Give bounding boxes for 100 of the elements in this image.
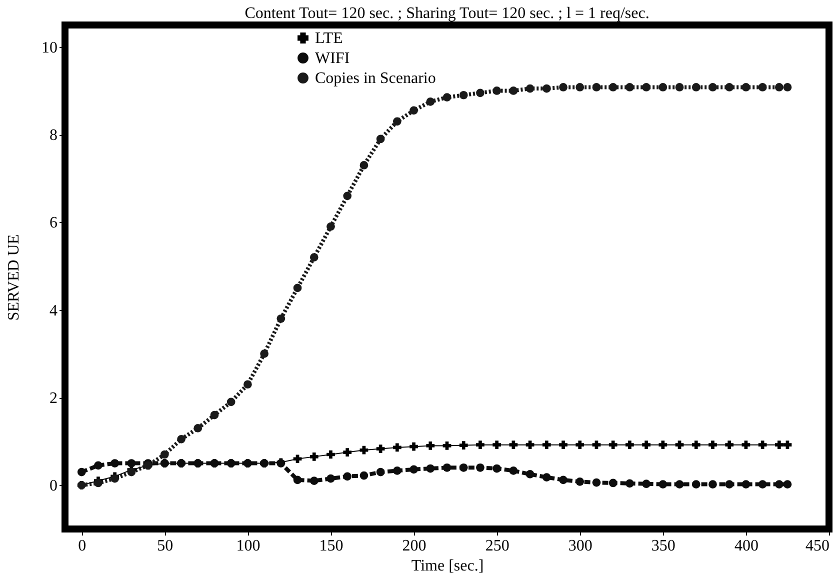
- point: [360, 446, 368, 454]
- point: [509, 86, 518, 95]
- point: [658, 480, 668, 488]
- point: [559, 83, 568, 92]
- point: [608, 478, 618, 488]
- point: [783, 480, 792, 488]
- point: [293, 284, 302, 292]
- point: [293, 476, 302, 484]
- point: [244, 380, 252, 389]
- point: [658, 83, 668, 92]
- point: [77, 468, 86, 476]
- x-tick-label: 400: [734, 538, 758, 554]
- point: [392, 466, 402, 475]
- point: [492, 86, 502, 95]
- point: [226, 398, 236, 406]
- point: [725, 440, 734, 450]
- point: [343, 448, 352, 456]
- point: [592, 440, 601, 450]
- y-tick-label: 6: [50, 214, 58, 232]
- point: [783, 440, 792, 450]
- point: [476, 440, 484, 450]
- legend-label: Copies in Scenario: [315, 70, 436, 87]
- y-tick-label: 4: [50, 302, 58, 320]
- point: [260, 350, 268, 358]
- point: [692, 83, 700, 92]
- point: [376, 444, 385, 453]
- point: [626, 440, 634, 450]
- point: [542, 84, 551, 93]
- point: [476, 463, 484, 472]
- point: [708, 83, 717, 92]
- x-tick-label: 150: [319, 538, 344, 554]
- point: [360, 161, 368, 170]
- point: [725, 480, 734, 488]
- point: [310, 253, 318, 262]
- point: [310, 452, 318, 461]
- point: [692, 480, 700, 488]
- point: [476, 88, 484, 98]
- point: [410, 465, 418, 474]
- point: [410, 442, 418, 451]
- point: [608, 440, 618, 450]
- point: [459, 90, 468, 100]
- point: [210, 410, 219, 420]
- point: [509, 440, 518, 450]
- point: [194, 424, 202, 432]
- x-tick-label: 100: [236, 538, 260, 554]
- x-tick-label: 200: [402, 538, 426, 554]
- point: [293, 454, 302, 464]
- x-axis-title: Time [sec.]: [411, 558, 484, 574]
- point: [276, 314, 286, 323]
- point: [343, 472, 352, 481]
- point: [360, 471, 368, 480]
- point: [459, 441, 468, 450]
- point: [774, 480, 784, 488]
- chart-title: Content Tout= 120 sec. ; Sharing Tout= 120 sec. ; l = 1 req/sec.: [244, 5, 650, 22]
- point: [559, 476, 568, 484]
- point: [459, 463, 468, 472]
- point: [725, 83, 734, 92]
- point: [526, 84, 534, 93]
- point: [758, 480, 767, 488]
- point: [343, 192, 352, 200]
- point: [675, 83, 684, 92]
- point: [708, 480, 717, 488]
- point: [426, 464, 435, 473]
- point: [783, 83, 792, 92]
- point: [326, 222, 335, 231]
- point: [742, 480, 750, 488]
- point: [177, 434, 186, 444]
- point: [110, 459, 120, 468]
- point: [526, 440, 534, 450]
- x-tick-label: 350: [651, 538, 676, 554]
- point: [127, 459, 136, 468]
- point: [692, 440, 700, 450]
- point: [592, 478, 601, 487]
- point: [675, 480, 684, 488]
- x-tick-label: 0: [78, 538, 86, 554]
- point: [442, 442, 452, 450]
- point: [642, 83, 650, 92]
- point: [576, 83, 584, 92]
- point: [392, 443, 402, 452]
- point: [742, 83, 750, 92]
- point: [94, 461, 102, 470]
- legend-label: WIFI: [315, 50, 350, 67]
- point: [509, 466, 518, 475]
- point: [642, 440, 650, 450]
- point: [376, 134, 385, 144]
- point: [94, 478, 102, 488]
- point: [559, 440, 568, 450]
- x-tick-label: 300: [568, 538, 592, 554]
- point: [576, 477, 584, 486]
- point: [675, 440, 684, 450]
- point: [442, 93, 452, 102]
- x-tick-label: 250: [485, 538, 510, 554]
- legend-label: LTE: [315, 30, 343, 47]
- point: [376, 468, 385, 476]
- point: [592, 83, 601, 92]
- point: [774, 440, 784, 450]
- point: [774, 83, 784, 92]
- x-tick-label: 50: [157, 538, 174, 554]
- y-axis-title: SERVED UE: [6, 234, 22, 321]
- point: [426, 442, 435, 450]
